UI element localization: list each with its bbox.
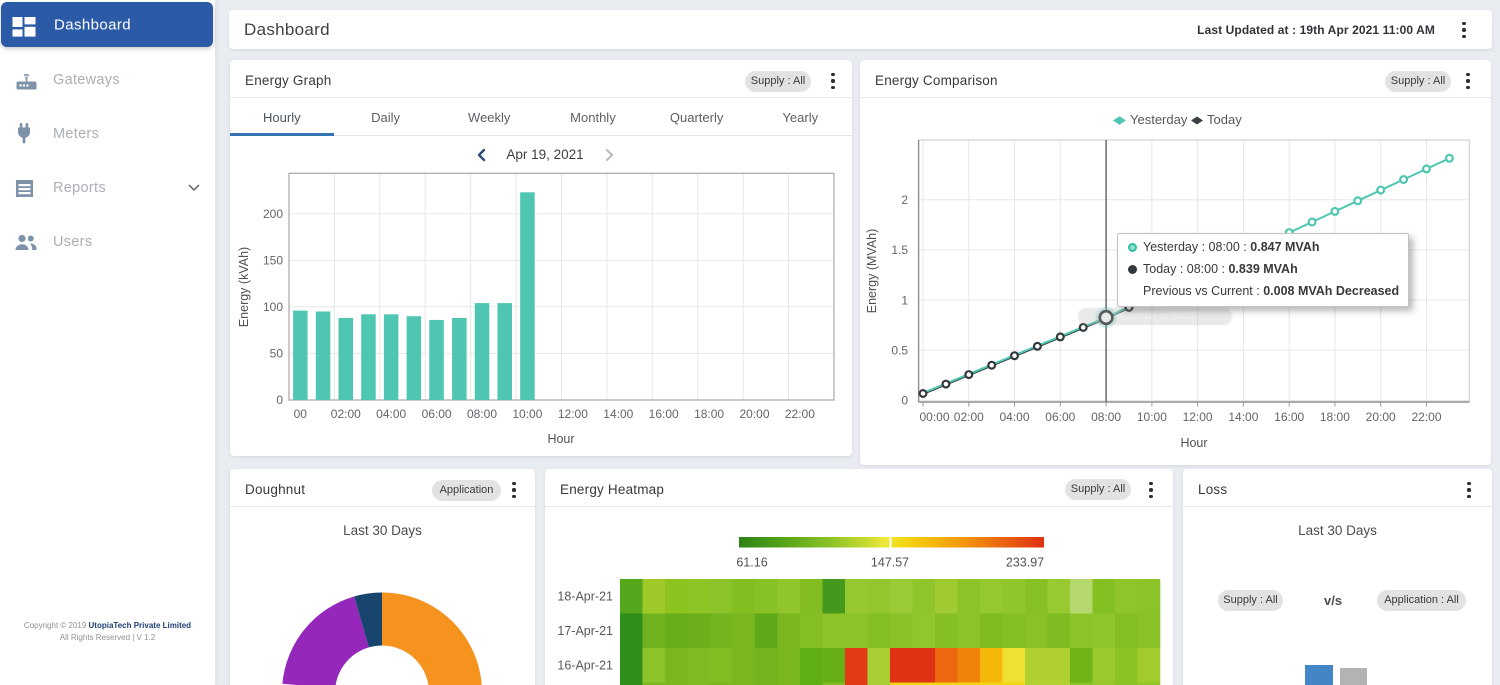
svg-text:04:00: 04:00 bbox=[999, 410, 1029, 424]
svg-text:0.5: 0.5 bbox=[891, 344, 908, 358]
svg-text:17-Apr-21: 17-Apr-21 bbox=[557, 624, 613, 638]
svg-text:10:00: 10:00 bbox=[512, 407, 542, 421]
svg-text:12:00: 12:00 bbox=[558, 407, 588, 421]
svg-text:1.5: 1.5 bbox=[891, 243, 908, 257]
svg-text:20:00: 20:00 bbox=[739, 407, 769, 421]
svg-text:Energy (kVAh): Energy (kVAh) bbox=[237, 247, 251, 327]
svg-text:14:00: 14:00 bbox=[603, 407, 633, 421]
svg-text:20:00: 20:00 bbox=[1366, 410, 1396, 424]
svg-text:18:00: 18:00 bbox=[1320, 410, 1350, 424]
svg-text:00: 00 bbox=[294, 407, 308, 421]
svg-text:61.16: 61.16 bbox=[736, 556, 767, 570]
svg-text:10:00: 10:00 bbox=[1137, 410, 1167, 424]
svg-text:150: 150 bbox=[263, 254, 283, 268]
svg-text:18:00: 18:00 bbox=[694, 407, 724, 421]
svg-text:06:00: 06:00 bbox=[422, 407, 452, 421]
svg-text:Energy (MVAh): Energy (MVAh) bbox=[865, 229, 879, 314]
svg-text:02:00: 02:00 bbox=[331, 407, 361, 421]
svg-text:04:00: 04:00 bbox=[376, 407, 406, 421]
svg-text:08:00: 08:00 bbox=[467, 407, 497, 421]
svg-text:0: 0 bbox=[276, 393, 283, 407]
svg-text:18-Apr-21: 18-Apr-21 bbox=[557, 589, 613, 603]
svg-text:02:00: 02:00 bbox=[954, 410, 984, 424]
svg-text:233.97: 233.97 bbox=[1006, 556, 1044, 570]
svg-text:06:00: 06:00 bbox=[1045, 410, 1075, 424]
svg-text:0: 0 bbox=[901, 394, 908, 408]
svg-text:16:00: 16:00 bbox=[1274, 410, 1304, 424]
svg-text:12:00: 12:00 bbox=[1183, 410, 1213, 424]
svg-text:16:00: 16:00 bbox=[649, 407, 679, 421]
svg-text:08:00: 08:00 bbox=[1091, 410, 1121, 424]
svg-text:147.57: 147.57 bbox=[871, 556, 909, 570]
svg-text:00:00: 00:00 bbox=[920, 410, 950, 424]
svg-text:50: 50 bbox=[270, 347, 284, 361]
svg-text:Hour: Hour bbox=[547, 432, 574, 446]
svg-text:100: 100 bbox=[263, 300, 283, 314]
svg-text:14:00: 14:00 bbox=[1228, 410, 1258, 424]
svg-text:22:00: 22:00 bbox=[1411, 410, 1441, 424]
svg-text:1: 1 bbox=[901, 293, 908, 307]
svg-text:16-Apr-21: 16-Apr-21 bbox=[557, 658, 613, 672]
svg-text:Hour: Hour bbox=[1180, 436, 1207, 450]
svg-text:200: 200 bbox=[263, 207, 283, 221]
svg-text:22:00: 22:00 bbox=[785, 407, 815, 421]
svg-text:2: 2 bbox=[901, 193, 908, 207]
